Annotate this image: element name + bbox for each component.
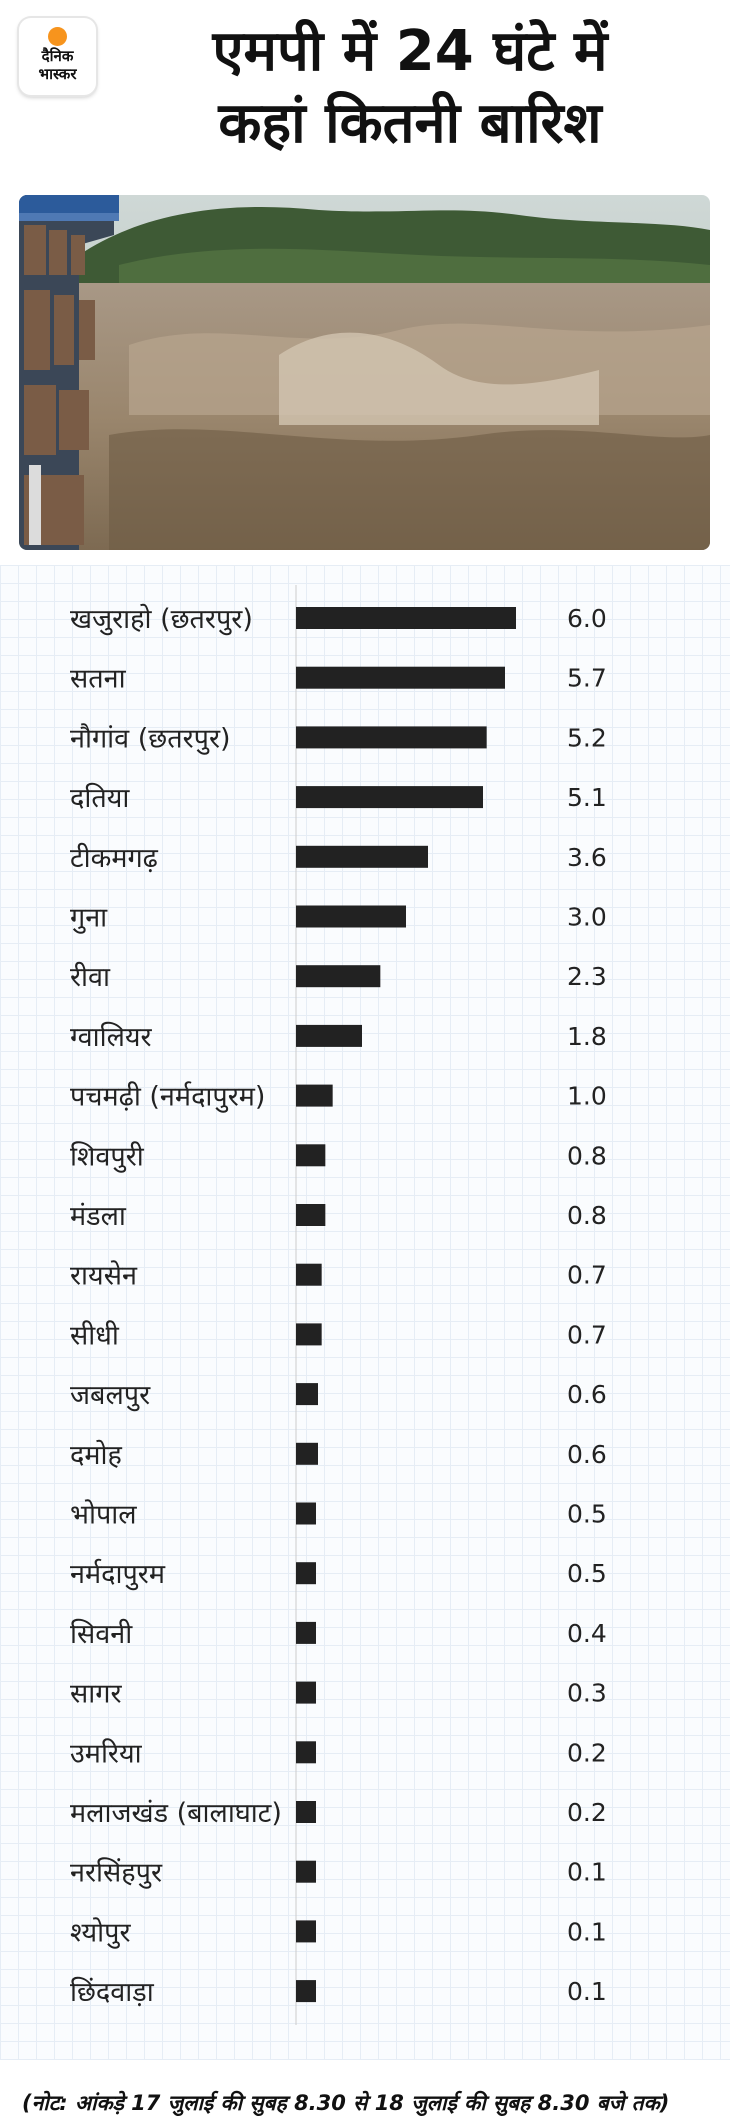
- logo-line-1: दैनिक: [41, 47, 74, 65]
- bar: [296, 1920, 316, 1943]
- bar: [296, 786, 483, 809]
- bar: [296, 1621, 316, 1644]
- category-label: मंडला: [70, 1201, 127, 1232]
- value-label: 1.0: [567, 1082, 607, 1111]
- page-title: एमपी में 24 घंटे में कहां कितनी बारिश: [110, 16, 710, 160]
- bar: [296, 1204, 326, 1226]
- value-label: 0.7: [567, 1320, 607, 1349]
- value-label: 0.8: [567, 1141, 607, 1170]
- sun-icon: [48, 27, 67, 46]
- category-label: नर्मदापुरम: [70, 1558, 166, 1591]
- category-label: पचमढ़ी (नर्मदापुरम): [70, 1081, 265, 1114]
- bar: [296, 1263, 322, 1286]
- value-label: 3.0: [567, 903, 607, 932]
- category-label: भोपाल: [70, 1499, 137, 1531]
- bar: [296, 666, 505, 689]
- chart-grid-background: [0, 565, 730, 2060]
- category-label: नरसिंहपुर: [70, 1857, 163, 1890]
- bar: [296, 1860, 316, 1883]
- bar: [296, 1502, 316, 1525]
- value-label: 0.2: [567, 1798, 607, 1827]
- bar: [296, 845, 428, 868]
- value-label: 0.1: [567, 1858, 607, 1887]
- value-label: 5.1: [567, 783, 607, 812]
- category-label: शिवपुरी: [70, 1140, 145, 1173]
- category-label: उमरिया: [70, 1737, 143, 1769]
- category-label: सीधी: [70, 1319, 120, 1351]
- flood-dam-photo: [19, 195, 710, 550]
- bar: [296, 1562, 316, 1585]
- bar: [296, 1144, 326, 1167]
- value-label: 0.6: [567, 1380, 607, 1409]
- bar: [296, 1383, 318, 1406]
- category-label: छिंदवाड़ा: [70, 1976, 155, 2008]
- dainik-bhaskar-logo: दैनिक भास्कर: [19, 18, 96, 95]
- bar: [296, 905, 406, 928]
- bar: [296, 1323, 322, 1346]
- category-label: टीकमगढ़: [70, 842, 159, 874]
- logo-line-2: भास्कर: [38, 65, 77, 83]
- value-label: 0.7: [567, 1261, 607, 1290]
- category-label: नौगांव (छतरपुर): [70, 722, 231, 755]
- bar: [296, 726, 487, 749]
- footnote: (नोट: आंकड़े 17 जुलाई की सुबह 8.30 से 18…: [22, 2091, 670, 2115]
- bar: [296, 1442, 318, 1465]
- category-label: सतना: [70, 664, 127, 695]
- bar: [296, 1084, 333, 1107]
- value-label: 1.8: [567, 1022, 607, 1051]
- value-label: 0.6: [567, 1440, 607, 1469]
- category-label: दमोह: [70, 1439, 122, 1471]
- value-label: 2.3: [567, 962, 607, 991]
- bar: [296, 1801, 316, 1823]
- category-label: श्योपुर: [70, 1916, 131, 1949]
- title-line-1: एमपी में 24 घंटे में: [212, 19, 608, 84]
- category-label: सिवनी: [70, 1618, 133, 1650]
- bar: [296, 607, 516, 629]
- value-label: 5.2: [567, 723, 607, 752]
- value-label: 0.1: [567, 1917, 607, 1946]
- category-label: दतिया: [70, 782, 130, 814]
- title-line-2: कहां कितनी बारिश: [218, 91, 602, 156]
- category-label: जबलपुर: [70, 1380, 151, 1412]
- value-label: 5.7: [567, 664, 607, 693]
- bar: [296, 1980, 316, 2003]
- category-label: गुना: [70, 903, 108, 935]
- bar: [296, 1681, 316, 1704]
- category-label: रीवा: [70, 961, 111, 993]
- value-label: 6.0: [567, 604, 607, 633]
- category-label: खजुराहो (छतरपुर): [70, 603, 253, 636]
- bar: [296, 1024, 362, 1047]
- rainfall-bar-chart: खजुराहो (छतरपुर) 6.0 सतना 5.7 नौगांव (छतरपुर…: [70, 585, 607, 2025]
- category-label: रायसेन: [70, 1260, 138, 1292]
- category-label: मलाजखंड (बालाघाट): [70, 1798, 282, 1829]
- value-label: 0.5: [567, 1500, 607, 1529]
- value-label: 3.6: [567, 843, 607, 872]
- bar: [296, 965, 381, 988]
- category-label: सागर: [70, 1679, 122, 1710]
- bar: [296, 1741, 316, 1764]
- value-label: 0.4: [567, 1619, 607, 1648]
- value-label: 0.5: [567, 1559, 607, 1588]
- value-label: 0.3: [567, 1679, 607, 1708]
- value-label: 0.2: [567, 1738, 607, 1767]
- value-label: 0.1: [567, 1977, 607, 2006]
- category-label: ग्वालियर: [70, 1021, 153, 1053]
- value-label: 0.8: [567, 1201, 607, 1230]
